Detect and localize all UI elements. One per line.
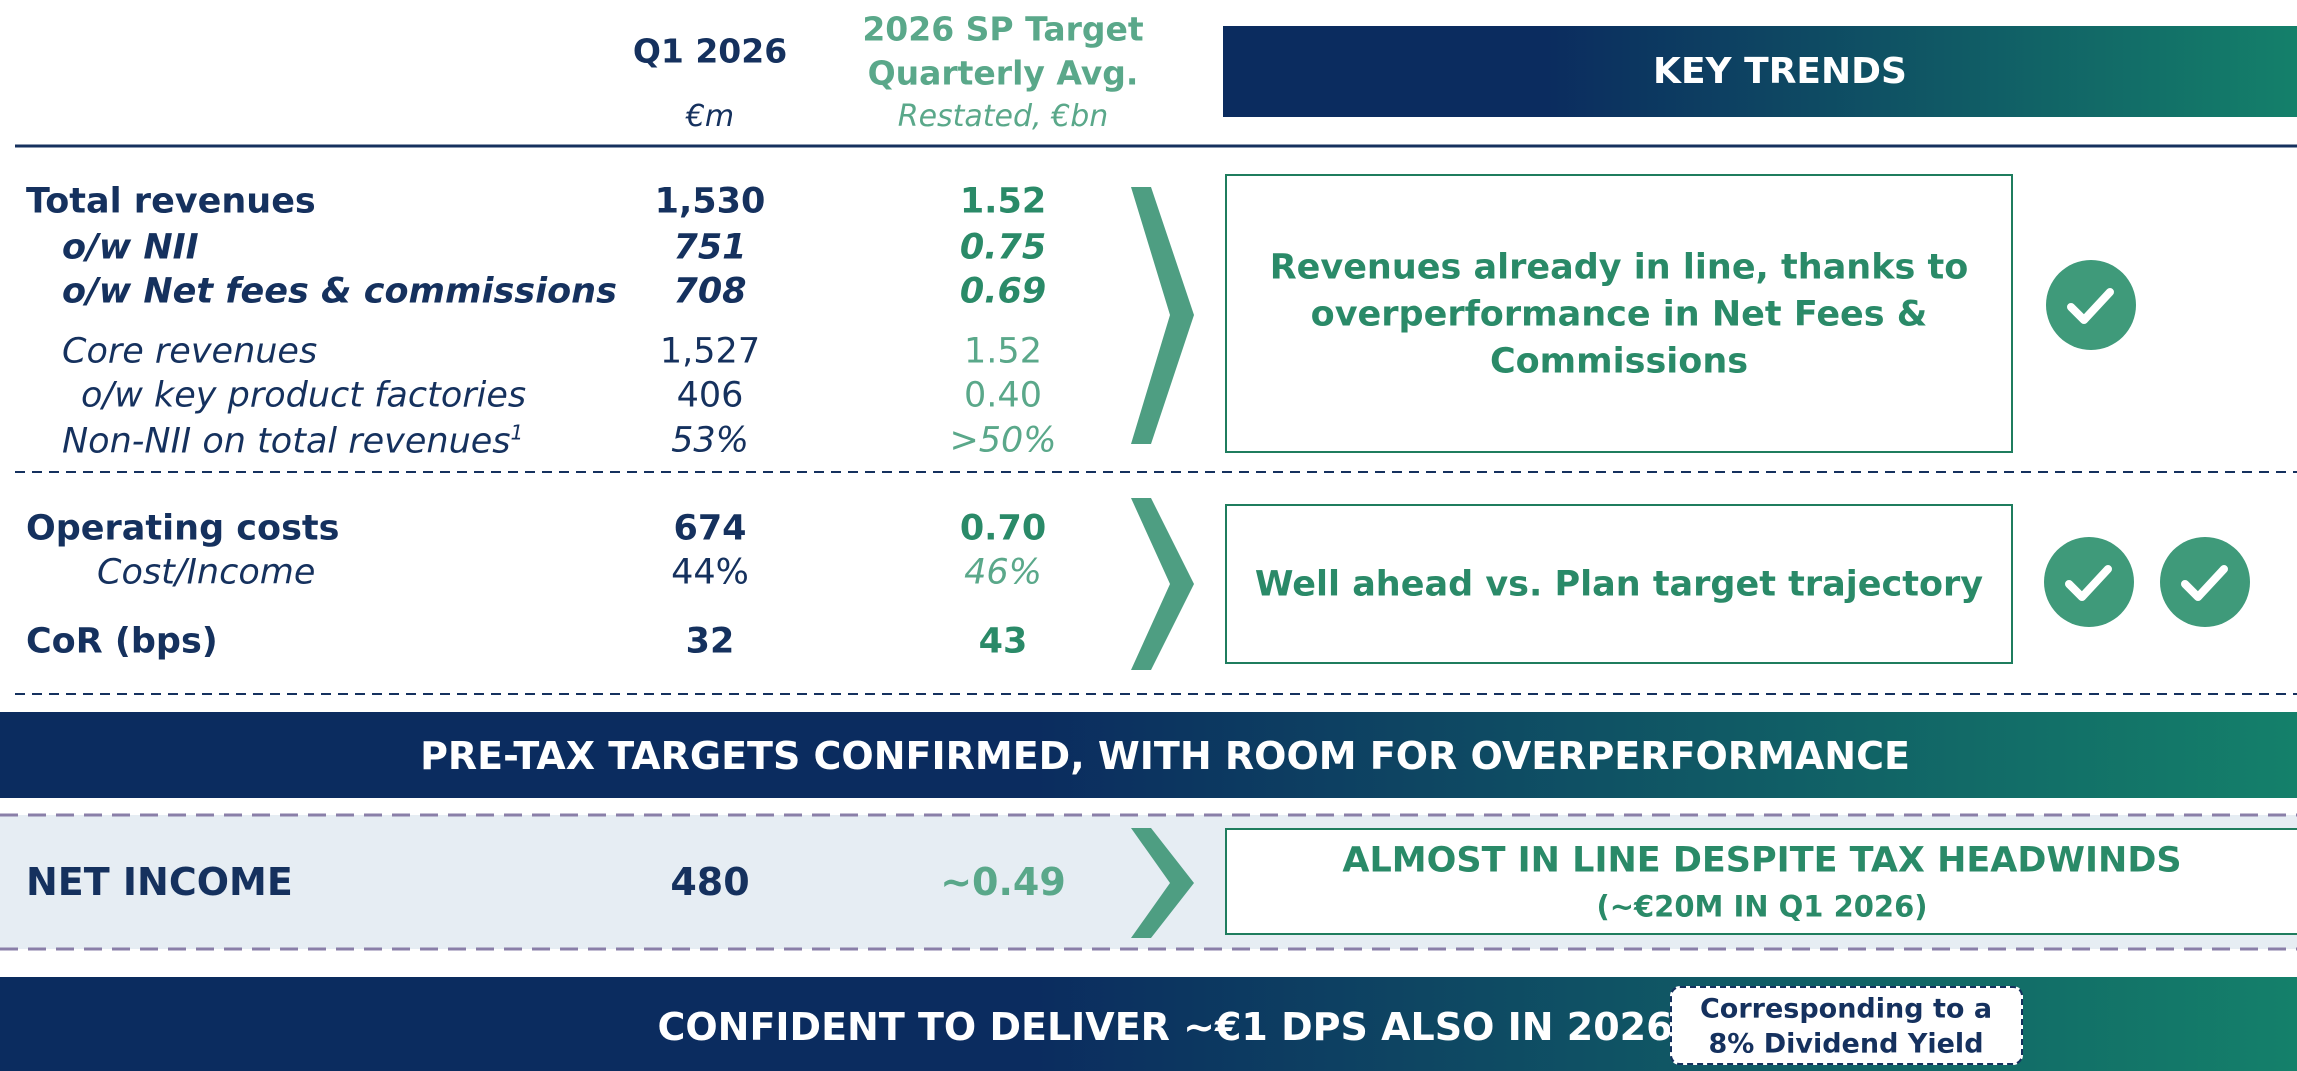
key-trends-title: KEY TRENDS: [1653, 51, 1907, 92]
q1-value: 32: [685, 621, 735, 662]
q1-value: 708: [673, 271, 747, 312]
check-icons: [2044, 260, 2250, 627]
row-label: Core revenues: [62, 331, 318, 372]
target-value: 1.52: [959, 181, 1047, 222]
footnote: 1: [510, 420, 524, 445]
row-label: Operating costs: [26, 508, 340, 549]
target-value: 0.69: [959, 271, 1047, 312]
trend-text: Revenues already in line, thanks to: [1269, 247, 1969, 288]
q1-value: 1,527: [659, 331, 761, 372]
col1-title: Q1 2026: [632, 31, 788, 71]
check-marks: [2065, 288, 2228, 601]
target-value: >50%: [949, 420, 1057, 461]
row-label: Cost/Income: [97, 552, 316, 593]
target-value: 46%: [964, 552, 1042, 593]
trend-text: overperformance in Net Fees &: [1310, 294, 1928, 335]
note-text: Corresponding to a: [1699, 993, 1993, 1025]
trend-text: Commissions: [1489, 341, 1749, 382]
q1-value: 53%: [671, 420, 749, 461]
row-label: o/w Net fees & commissions: [62, 271, 617, 312]
target-value: 1.52: [964, 331, 1042, 372]
col2-title: 2026 SP Target: [862, 9, 1144, 49]
target-value: 43: [978, 621, 1028, 662]
q1-value: 674: [673, 508, 747, 549]
row-label: o/w NII: [62, 227, 199, 268]
row-label: CoR (bps): [26, 621, 218, 662]
note-text: 8% Dividend Yield: [1708, 1028, 1984, 1060]
trend-text: (~€20M IN Q1 2026): [1596, 889, 1928, 924]
banner-text: CONFIDENT TO DELIVER ~€1 DPS ALSO IN 202…: [657, 1005, 1673, 1049]
row-label: o/w key product factories: [81, 375, 527, 416]
q1-value: 1,530: [654, 181, 766, 222]
target-value: 0.75: [959, 227, 1047, 268]
key-trends-bar: [1223, 26, 2297, 117]
row-label: Non-NII on total revenues1: [62, 420, 524, 462]
chevron: [1131, 498, 1194, 670]
trend-box: [1225, 174, 2013, 453]
banner-text: PRE-TAX TARGETS CONFIRMED, WITH ROOM FOR…: [420, 734, 1910, 778]
target-value: 0.70: [959, 508, 1047, 549]
target-value: 0.40: [964, 375, 1042, 416]
trend-box: [1225, 504, 2013, 664]
col2-title: Quarterly Avg.: [867, 53, 1139, 93]
q1-value: 44%: [671, 552, 749, 593]
q1-value: 406: [676, 375, 744, 416]
net-income-target: ~0.49: [940, 860, 1066, 904]
banner: [0, 712, 2297, 798]
chevron: [1131, 828, 1194, 938]
row-label: Total revenues: [26, 181, 316, 222]
trend-box: [1225, 828, 2297, 935]
col1-unit: €m: [685, 99, 735, 134]
net-income-q1: 480: [670, 860, 750, 904]
col2-unit: Restated, €bn: [897, 99, 1109, 134]
trend-text: ALMOST IN LINE DESPITE TAX HEADWINDS: [1342, 840, 2182, 881]
trend-text: Well ahead vs. Plan target trajectory: [1254, 564, 1984, 605]
note-box: [1670, 986, 2023, 1065]
q1-value: 751: [673, 227, 747, 268]
chevron: [1131, 187, 1194, 444]
net-income-label: NET INCOME: [26, 860, 293, 904]
